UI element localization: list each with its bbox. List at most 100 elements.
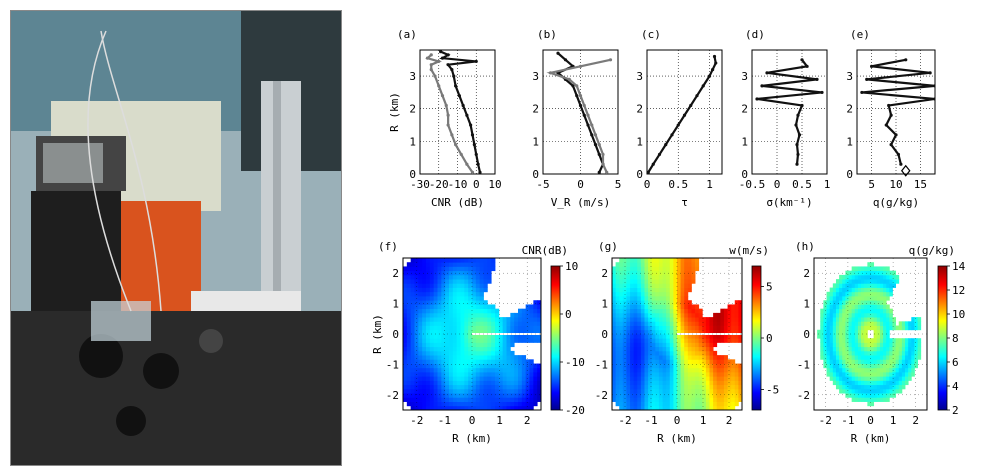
y-tick-label: 1 bbox=[846, 135, 853, 148]
heatmap-cell bbox=[651, 380, 656, 386]
heatmap-cell bbox=[475, 388, 481, 394]
heatmap-cell bbox=[709, 325, 714, 331]
heatmap-cell bbox=[651, 312, 656, 318]
heatmap-cell bbox=[483, 287, 488, 293]
heatmap-cell bbox=[698, 401, 703, 407]
heatmap-cell bbox=[475, 270, 481, 276]
heatmap-cell bbox=[514, 401, 519, 407]
heatmap-cell bbox=[456, 270, 461, 276]
heatmap-cell bbox=[464, 300, 469, 305]
heatmap-cell bbox=[406, 312, 412, 318]
heatmap-cell bbox=[716, 405, 721, 411]
heatmap-cell bbox=[848, 296, 853, 301]
heatmap-cell bbox=[437, 317, 442, 322]
heatmap-cell bbox=[615, 283, 620, 288]
heatmap-cell bbox=[705, 329, 710, 335]
heatmap-cell bbox=[521, 384, 527, 390]
heatmap-cell bbox=[851, 308, 856, 314]
heatmap-cell bbox=[684, 287, 689, 293]
heatmap-cell bbox=[626, 266, 631, 272]
heatmap-cell bbox=[410, 397, 415, 402]
heatmap-cell bbox=[648, 405, 653, 411]
heatmap-cell bbox=[870, 266, 875, 272]
heatmap-cell bbox=[677, 291, 682, 297]
heatmap-cell bbox=[895, 342, 900, 348]
heatmap-cell bbox=[666, 304, 671, 310]
heatmap-cell bbox=[460, 329, 465, 335]
heatmap-cell bbox=[456, 266, 461, 272]
heatmap-cell bbox=[895, 384, 900, 390]
heatmap-cell bbox=[673, 262, 678, 267]
heatmap-cell bbox=[861, 291, 865, 297]
series-point bbox=[800, 103, 804, 108]
heatmap-cell bbox=[829, 355, 834, 360]
heatmap-cell bbox=[876, 300, 881, 305]
heatmap-cell bbox=[702, 397, 707, 402]
heatmap-cell bbox=[898, 346, 903, 352]
heatmap-cell bbox=[533, 372, 538, 377]
heatmap-cell bbox=[445, 300, 450, 305]
heatmap-cell bbox=[734, 384, 739, 390]
y-tick-label: 3 bbox=[409, 70, 416, 83]
heatmap-cell bbox=[901, 338, 906, 343]
heatmap-cell bbox=[433, 321, 438, 326]
series-point bbox=[454, 84, 458, 88]
heatmap-cell bbox=[472, 334, 477, 339]
heatmap-cell bbox=[648, 380, 653, 386]
heatmap-cell bbox=[514, 359, 519, 364]
heatmap-cell bbox=[861, 393, 865, 398]
heatmap-cell bbox=[842, 359, 846, 364]
heatmap-cell bbox=[716, 312, 721, 318]
heatmap-cell bbox=[709, 317, 714, 322]
heatmap-cell bbox=[648, 325, 653, 331]
heatmap-cell bbox=[713, 350, 718, 356]
heatmap-cell bbox=[612, 325, 617, 331]
heatmap-cell bbox=[895, 346, 900, 352]
heatmap-cell bbox=[829, 334, 834, 339]
heatmap-cell bbox=[709, 376, 714, 381]
heatmap-cell bbox=[433, 384, 438, 390]
heatmap-cell bbox=[502, 329, 507, 335]
heatmap-cell bbox=[426, 296, 431, 301]
heatmap-cell bbox=[691, 312, 696, 318]
heatmap-cell bbox=[529, 380, 534, 386]
heatmap-cell bbox=[842, 388, 846, 394]
heatmap-cell bbox=[883, 283, 887, 288]
heatmap-cell bbox=[901, 372, 906, 377]
heatmap-cell bbox=[406, 346, 412, 352]
heatmap-cell bbox=[651, 384, 656, 390]
heatmap-cell bbox=[705, 325, 710, 331]
heatmap-cell bbox=[886, 376, 890, 381]
heatmap-cell bbox=[429, 291, 435, 297]
heatmap-cell bbox=[867, 274, 871, 280]
heatmap-cell bbox=[414, 401, 419, 407]
series-line-a-1 bbox=[425, 54, 474, 173]
panel-tag-g: (g) bbox=[598, 240, 618, 253]
y-tick-label: 3 bbox=[846, 70, 853, 83]
heatmap-cell bbox=[709, 321, 714, 326]
heatmap-cell bbox=[644, 372, 649, 377]
heatmap-cell bbox=[851, 342, 856, 348]
heatmap-cell bbox=[633, 363, 638, 369]
heatmap-cell bbox=[861, 321, 865, 326]
heatmap-cell bbox=[651, 405, 656, 411]
heatmap-cell bbox=[445, 372, 450, 377]
heatmap-cell bbox=[845, 388, 849, 394]
series-point bbox=[601, 162, 605, 166]
heatmap-cell bbox=[483, 350, 488, 356]
heatmap-cell bbox=[525, 312, 530, 318]
heatmap-cell bbox=[886, 355, 890, 360]
heatmap-cell bbox=[876, 342, 881, 348]
heatmap-cell bbox=[658, 342, 663, 348]
heatmap-cell bbox=[666, 338, 671, 343]
heatmap-cell bbox=[626, 291, 631, 297]
heatmap-cell bbox=[633, 350, 638, 356]
heatmap-cell bbox=[640, 312, 645, 318]
heatmap-cell bbox=[622, 401, 627, 407]
heatmap-cell bbox=[615, 321, 620, 326]
heatmap-cell bbox=[687, 308, 692, 314]
heatmap-cell bbox=[669, 342, 674, 348]
heatmap-cell bbox=[429, 376, 435, 381]
heatmap-cell bbox=[848, 308, 853, 314]
